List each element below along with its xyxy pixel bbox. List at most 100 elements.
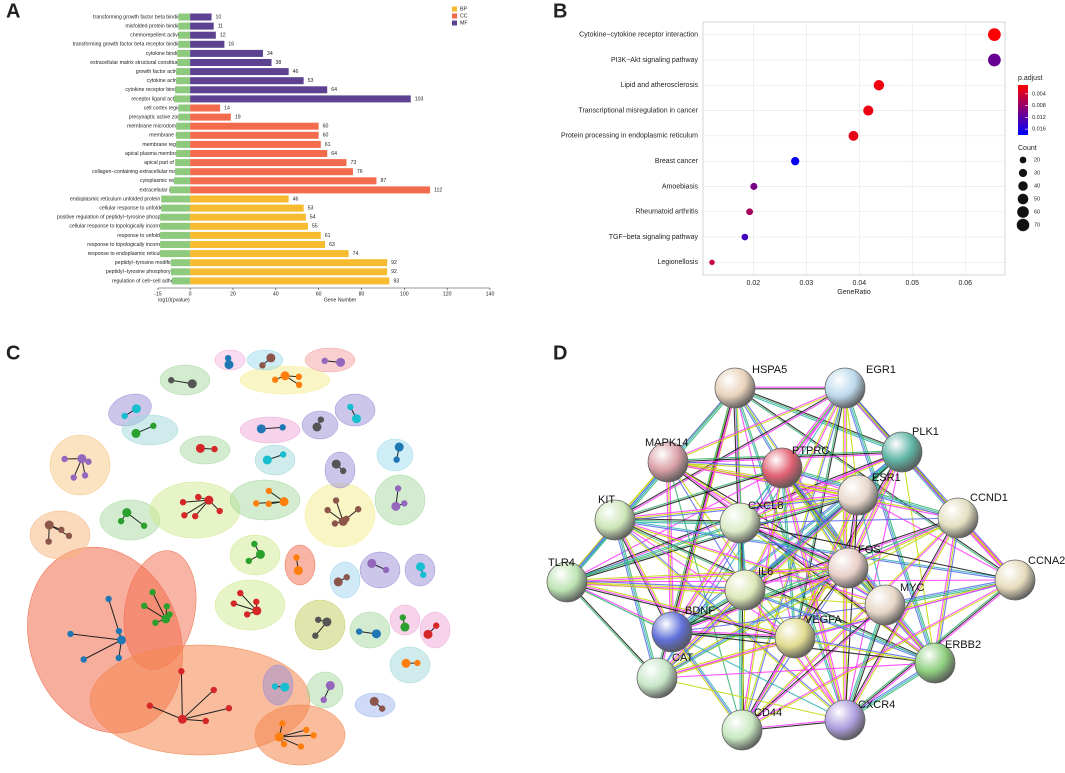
network-node [824, 367, 866, 409]
edge [667, 461, 746, 591]
category-label: Cytokine−cytokine receptor interaction [579, 31, 698, 38]
node [419, 571, 427, 579]
edge [656, 567, 849, 679]
category-label: transforming growth factor beta binding [93, 14, 183, 20]
data-label: 87 [380, 178, 386, 184]
data-label: 112 [434, 187, 442, 193]
size-key [1018, 168, 1028, 178]
size-label: 40 [1034, 183, 1040, 189]
module [49, 434, 111, 496]
data-label: 46 [293, 69, 299, 75]
node-label: VEGFA [805, 614, 842, 626]
edge [671, 631, 796, 639]
network-node [994, 559, 1036, 601]
edge [657, 568, 850, 680]
node [77, 454, 87, 464]
size-key [1018, 181, 1028, 191]
bar [178, 13, 191, 21]
node [394, 485, 402, 492]
bar [190, 77, 304, 85]
bar [190, 49, 263, 57]
network-node [719, 502, 761, 544]
node [367, 558, 377, 568]
edge [734, 387, 903, 453]
data-label: 60 [323, 124, 329, 130]
node [80, 656, 87, 663]
node [279, 497, 289, 507]
edge [668, 388, 846, 464]
category-label: cellular response to unfolded protein [99, 205, 183, 211]
node [312, 422, 322, 432]
node [279, 424, 286, 431]
category-label: regulation of cell−cell adhesion [112, 278, 183, 284]
edge [844, 387, 936, 664]
node [274, 732, 284, 742]
node-label: CCND1 [970, 492, 1008, 504]
node [243, 611, 251, 618]
colorbar-label: 0.004 [1032, 91, 1046, 97]
bar [176, 150, 191, 157]
edge [732, 388, 739, 524]
network-node [546, 561, 588, 603]
edge [615, 468, 783, 522]
size-key [1016, 218, 1030, 232]
dot [988, 53, 1001, 67]
edge [614, 519, 673, 633]
category-label: peptidyl−tyrosine phosphorylation [106, 269, 183, 275]
x-axis-label: GeneRatio [837, 289, 871, 296]
x-tick-label: 40 [273, 291, 279, 297]
size-label: 50 [1034, 196, 1040, 202]
category-label: Rheumatoid arthritis [635, 209, 698, 216]
node [168, 377, 175, 384]
bar [190, 259, 388, 267]
node [325, 681, 335, 691]
edge [844, 451, 903, 721]
node [131, 404, 141, 414]
bar [190, 122, 319, 130]
panel-label: B [553, 0, 567, 22]
node [331, 459, 341, 469]
colorbar [1018, 85, 1028, 135]
module [304, 482, 376, 548]
network-node [824, 699, 866, 741]
category-label: response to unfolded protein [117, 233, 183, 239]
bar [178, 104, 191, 112]
module [229, 479, 301, 521]
node [401, 658, 411, 668]
panel-label: C [6, 342, 20, 364]
node [44, 520, 54, 530]
bar [176, 131, 191, 139]
node [414, 659, 421, 667]
node [331, 520, 339, 527]
module [121, 414, 179, 446]
node [251, 540, 258, 548]
edge [739, 522, 1016, 581]
node [322, 617, 332, 627]
bar [190, 222, 308, 230]
edge [667, 462, 958, 520]
edge [845, 386, 1017, 580]
node [204, 495, 214, 505]
edge [667, 461, 743, 731]
node [271, 683, 279, 690]
node [265, 500, 272, 508]
node [394, 442, 404, 452]
node-label: CXCR4 [858, 699, 895, 711]
module [294, 599, 346, 651]
bar [160, 213, 191, 221]
x-tick-label: 20 [230, 291, 236, 297]
category-label: endoplasmic reticulum unfolded protein r… [70, 196, 183, 202]
category-label: membrane microdomain [127, 124, 183, 130]
module [149, 481, 241, 539]
edge [566, 581, 846, 721]
node-label: PLK1 [912, 426, 939, 438]
category-label: cell cortex region [144, 105, 183, 111]
node [352, 414, 362, 424]
edge [567, 388, 737, 584]
edge [567, 581, 658, 678]
node [310, 732, 317, 739]
edge [656, 677, 846, 721]
module [229, 534, 281, 576]
data-label: 10 [216, 14, 222, 20]
data-label: 46 [293, 196, 299, 202]
